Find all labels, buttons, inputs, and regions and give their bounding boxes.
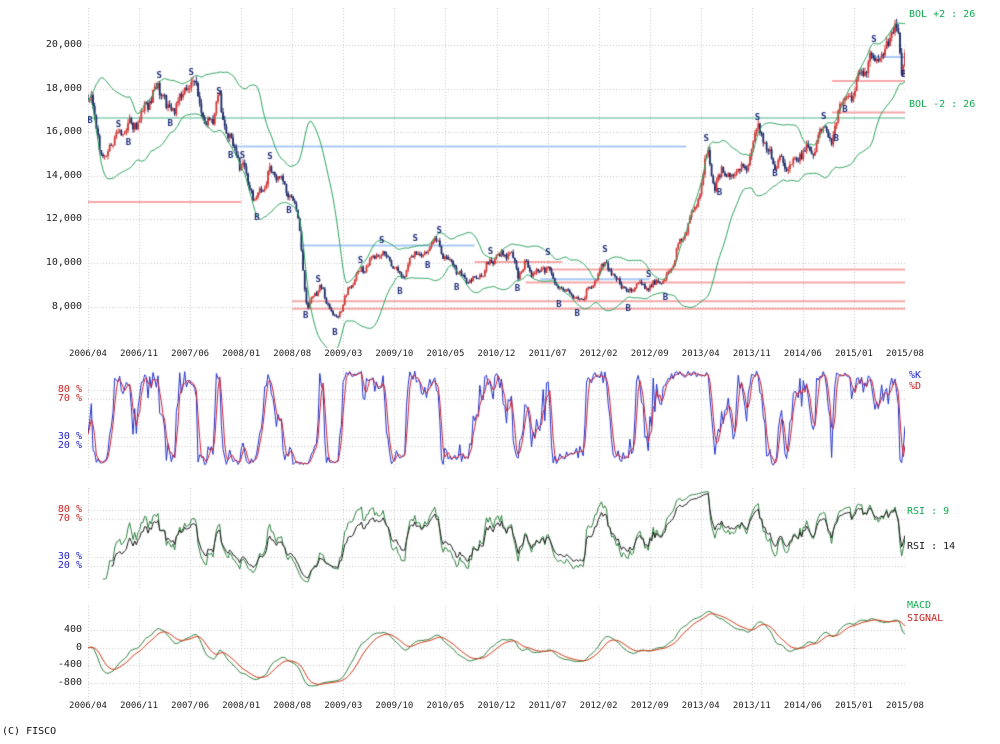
y-axis-tick-label: -800 bbox=[57, 676, 82, 688]
x-axis-tick-label: 2015/01 bbox=[834, 349, 873, 359]
y-axis-tick-label: 0 bbox=[75, 641, 82, 653]
y-axis-tick-label: 80 % bbox=[57, 503, 82, 515]
y-axis-tick-label: 16,000 bbox=[45, 126, 82, 138]
macd-signal-label: SIGNAL bbox=[907, 613, 944, 624]
y-axis-tick-label: 30 % bbox=[57, 550, 82, 562]
y-axis-tick-label: 14,000 bbox=[45, 169, 82, 181]
x-axis-tick-label: 2012/02 bbox=[579, 701, 618, 711]
y-axis-tick-label: 20 % bbox=[57, 440, 82, 452]
x-axis-tick-label: 2012/09 bbox=[630, 349, 669, 359]
stochastic-d-label: %D bbox=[909, 381, 922, 392]
x-axis-tick-label: 2012/09 bbox=[630, 701, 669, 711]
x-axis-tick-label: 2013/11 bbox=[732, 349, 771, 359]
stochastic-y-axis: 80 % 70 % 30 % 20 % bbox=[0, 368, 84, 468]
y-axis-tick-label: 20 % bbox=[57, 560, 82, 572]
x-axis-tick-label: 2015/01 bbox=[834, 701, 873, 711]
x-axis-tick-label: 2010/12 bbox=[477, 701, 516, 711]
x-axis-tick-label: 2008/08 bbox=[273, 349, 312, 359]
rsi-chart-canvas bbox=[88, 488, 905, 588]
price-chart-canvas bbox=[88, 8, 905, 348]
x-axis-tick-label: 2009/10 bbox=[375, 701, 414, 711]
x-axis-tick-label: 2014/06 bbox=[783, 701, 822, 711]
y-axis-tick-label: 10,000 bbox=[45, 257, 82, 268]
x-axis-tick-label: 2008/01 bbox=[222, 349, 261, 359]
x-axis-tick-label: 2013/04 bbox=[681, 349, 720, 359]
x-axis-tick-label: 2014/06 bbox=[783, 349, 822, 359]
x-axis-tick-label: 2009/10 bbox=[375, 349, 414, 359]
y-axis-tick-label: 80 % bbox=[57, 383, 82, 395]
y-axis-tick-label: -400 bbox=[57, 659, 82, 671]
x-axis-tick-label: 2013/04 bbox=[681, 701, 720, 711]
bollinger-upper-label: BOL +2 : 26 bbox=[909, 9, 976, 20]
macd-label: MACD bbox=[907, 600, 932, 611]
rsi-y-axis: 80 % 70 % 30 % 20 % bbox=[0, 488, 84, 588]
x-axis-tick-label: 2009/03 bbox=[324, 701, 363, 711]
stochastic-chart-canvas bbox=[88, 368, 905, 468]
y-axis-tick-label: 70 % bbox=[57, 393, 82, 405]
y-axis-tick-label: 70 % bbox=[57, 513, 82, 525]
x-axis-tick-label: 2007/06 bbox=[171, 349, 210, 359]
x-axis-labels-bottom: 2006/04 2006/11 2007/06 2008/01 2008/08 2009/… bbox=[69, 701, 924, 712]
macd-chart-canvas bbox=[88, 606, 905, 698]
x-axis-tick-label: 2015/08 bbox=[886, 349, 924, 359]
rsi-9-label: RSI : 9 bbox=[907, 506, 950, 517]
x-axis-tick-label: 2006/04 bbox=[69, 349, 107, 359]
y-axis-tick-label: 12,000 bbox=[45, 213, 82, 225]
bollinger-lower-label: BOL -2 : 26 bbox=[909, 99, 976, 110]
y-axis-tick-label: 18,000 bbox=[45, 82, 82, 94]
x-axis-tick-label: 2008/08 bbox=[273, 701, 312, 711]
x-axis-tick-label: 2015/08 bbox=[886, 701, 924, 711]
x-axis-tick-label: 2013/11 bbox=[732, 701, 771, 711]
x-axis-tick-label: 2007/06 bbox=[171, 701, 210, 711]
y-axis-tick-label: 20,000 bbox=[45, 39, 82, 51]
y-axis-tick-label: 8,000 bbox=[51, 300, 82, 312]
x-axis-tick-label: 2006/04 bbox=[69, 701, 107, 711]
x-axis-tick-label: 2008/01 bbox=[222, 701, 261, 711]
macd-y-axis: 400 0 -400 -800 bbox=[0, 606, 84, 698]
x-axis-tick-label: 2006/11 bbox=[120, 349, 159, 359]
y-axis-tick-label: 400 bbox=[63, 624, 82, 636]
y-axis-tick-label: 30 % bbox=[57, 430, 82, 442]
x-axis-tick-label: 2010/12 bbox=[477, 349, 516, 359]
x-axis-tick-label: 2011/07 bbox=[528, 701, 567, 711]
x-axis-tick-label: 2009/03 bbox=[324, 349, 363, 359]
x-axis-tick-label: 2011/07 bbox=[528, 349, 567, 359]
price-y-axis: 20,000 18,000 16,000 14,000 12,000 10,000 8,00… bbox=[0, 8, 84, 348]
x-axis-tick-label: 2012/02 bbox=[579, 349, 618, 359]
copyright-label: (C) FISCO bbox=[2, 726, 57, 737]
x-axis-tick-label: 2010/05 bbox=[426, 701, 465, 711]
x-axis-tick-label: 2010/05 bbox=[426, 349, 465, 359]
stochastic-k-label: %K bbox=[909, 370, 922, 381]
x-axis-tick-label: 2006/11 bbox=[120, 701, 159, 711]
rsi-14-label: RSI : 14 bbox=[907, 541, 956, 552]
x-axis-labels-top: 2006/04 2006/11 2007/06 2008/01 2008/08 2009/… bbox=[69, 349, 924, 360]
